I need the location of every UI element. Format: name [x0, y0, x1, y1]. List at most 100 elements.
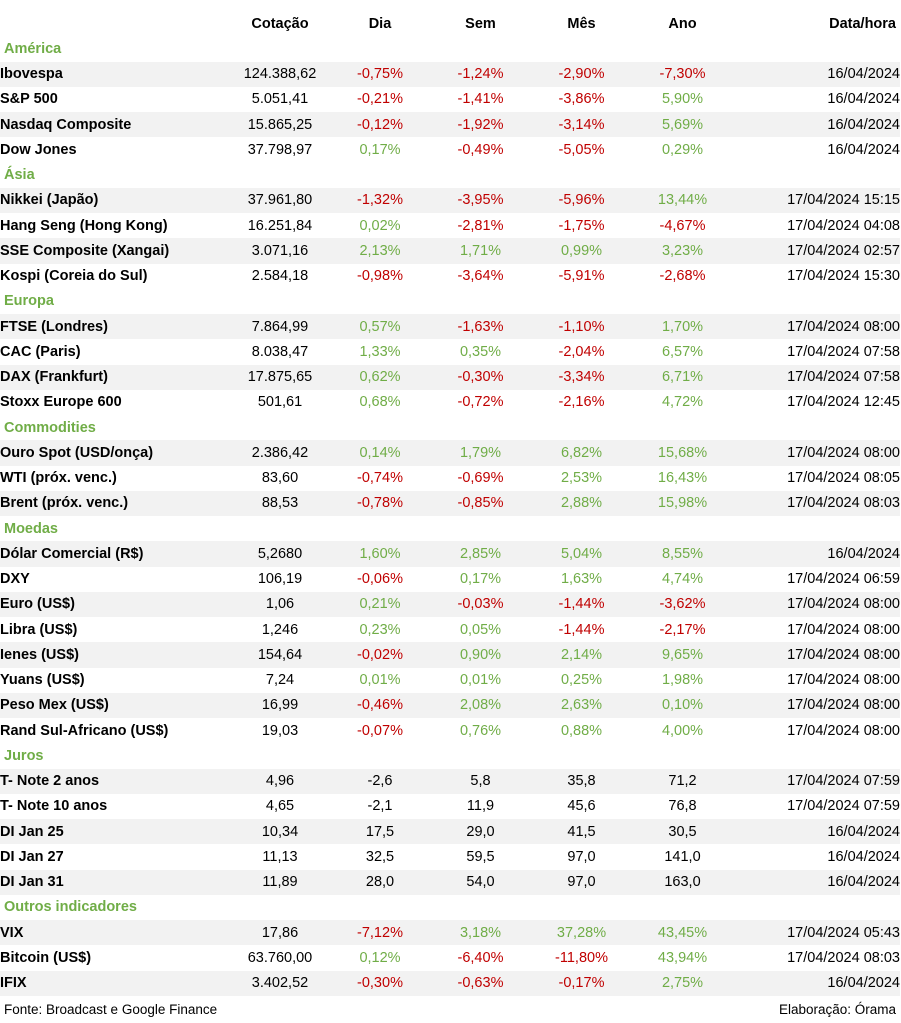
month-change-cell: 2,14% [531, 642, 632, 668]
month-change-cell: -5,05% [558, 141, 605, 158]
row-name: Ibovespa [0, 61, 230, 87]
week-change-cell: 0,01% [459, 672, 502, 689]
day-change-cell: 2,13% [330, 238, 430, 264]
week-change-cell: -0,85% [430, 490, 531, 516]
month-change-cell: -2,90% [531, 61, 632, 87]
year-change-cell: 71,2 [632, 768, 733, 794]
datetime-cell: 17/04/2024 08:00 [733, 440, 900, 466]
row-name: DXY [0, 571, 30, 588]
day-change-cell: -0,30% [330, 970, 430, 996]
month-change-cell: 2,53% [560, 470, 603, 487]
quote-cell: 16,99 [230, 692, 330, 718]
week-change-cell: 0,05% [459, 621, 502, 638]
table-row: Nasdaq Composite 15.865,25 -0,12% -1,92% -3,… [0, 112, 900, 138]
quote-cell: 5,2680 [230, 541, 330, 567]
datetime-cell: 16/04/2024 [827, 141, 900, 158]
table-row: Nikkei (Japão) 37.961,80 -1,32% -3,95% -5,96… [0, 187, 900, 213]
row-name: Dólar Comercial (R$) [0, 541, 230, 567]
year-change-cell: 4,74% [661, 571, 704, 588]
day-change-cell: -0,07% [357, 722, 403, 739]
year-change-cell: 2,75% [632, 970, 733, 996]
day-change-cell: 28,0 [330, 869, 430, 895]
datetime-cell: 16/04/2024 [733, 112, 900, 138]
quote-cell: 124.388,62 [230, 61, 330, 87]
source-note: Fonte: Broadcast e Google Finance [4, 1002, 218, 1017]
row-name: Ienes (US$) [0, 642, 230, 668]
year-change-cell: 6,57% [661, 343, 704, 360]
week-change-cell: 1,79% [430, 440, 531, 466]
week-change-cell: -6,40% [457, 949, 504, 966]
quote-cell: 15.865,25 [230, 112, 330, 138]
quote-cell: 11,89 [230, 869, 330, 895]
week-change-cell: -3,95% [430, 187, 531, 213]
row-name: DI Jan 31 [0, 869, 230, 895]
month-change-cell: 97,0 [531, 869, 632, 895]
day-change-cell: 0,68% [359, 394, 401, 411]
week-change-cell: 54,0 [430, 869, 531, 895]
day-change-cell: 0,23% [359, 621, 401, 638]
row-name: Nikkei (Japão) [0, 187, 230, 213]
row-name: FTSE (Londres) [0, 314, 230, 340]
row-name: SSE Composite (Xangai) [0, 238, 230, 264]
day-change-cell: 0,62% [330, 364, 430, 390]
quote-cell: 11,13 [262, 848, 298, 865]
table-row: DI Jan 31 11,89 28,0 54,0 97,0 163,0 16/04/202… [0, 869, 900, 895]
row-name: DI Jan 27 [0, 848, 64, 865]
month-change-cell: -1,75% [558, 217, 605, 234]
datetime-cell: 17/04/2024 08:00 [787, 672, 900, 689]
day-change-cell: 0,14% [330, 440, 430, 466]
row-name: Kospi (Coreia do Sul) [0, 268, 148, 285]
day-change-cell: -1,32% [330, 187, 430, 213]
row-name: Hang Seng (Hong Kong) [0, 217, 168, 234]
table-row: DAX (Frankfurt) 17.875,65 0,62% -0,30% -3,34… [0, 364, 900, 390]
month-change-cell: 37,28% [531, 920, 632, 946]
week-change-cell: 0,35% [459, 343, 502, 360]
header-name [0, 11, 230, 36]
table-row: Bitcoin (US$) 63.760,00 0,12% -6,40% -11,80%… [0, 945, 900, 970]
quote-cell: 1,246 [261, 621, 299, 638]
month-change-cell: -1,10% [531, 314, 632, 340]
table-row: Euro (US$) 1,06 0,21% -0,03% -1,44% -3,62% 17/… [0, 591, 900, 617]
quote-cell: 83,60 [261, 470, 299, 487]
row-name: Ouro Spot (USD/onça) [0, 440, 230, 466]
table-row: CAC (Paris) 8.038,47 1,33% 0,35% -2,04% 6,57%… [0, 339, 900, 364]
row-name: S&P 500 [0, 91, 58, 108]
row-name: WTI (próx. venc.) [0, 470, 117, 487]
row-name: T- Note 2 anos [0, 768, 230, 794]
month-change-cell: 2,63% [531, 692, 632, 718]
year-change-cell: 6,71% [632, 364, 733, 390]
quote-cell: 10,34 [230, 819, 330, 845]
month-change-cell: 35,8 [531, 768, 632, 794]
day-change-cell: 0,02% [359, 217, 401, 234]
section-title: Commodities [4, 419, 96, 436]
quote-cell: 5.051,41 [251, 91, 309, 108]
section-header-row: Juros [0, 743, 900, 768]
quote-cell: 7.864,99 [230, 314, 330, 340]
month-change-cell: -1,44% [558, 621, 605, 638]
day-change-cell: -0,06% [357, 571, 403, 588]
week-change-cell: -0,03% [430, 591, 531, 617]
year-change-cell: 3,23% [632, 238, 733, 264]
datetime-cell: 17/04/2024 08:00 [733, 692, 900, 718]
year-change-cell: -2,68% [659, 268, 706, 285]
table-row: T- Note 10 anos 4,65 -2,1 11,9 45,6 76,8 17/04… [0, 794, 900, 819]
month-change-cell: -3,34% [531, 364, 632, 390]
quote-cell: 106,19 [257, 571, 303, 588]
table-row: Stoxx Europe 600 501,61 0,68% -0,72% -2,16% 4… [0, 390, 900, 415]
table-row: DI Jan 27 11,13 32,5 59,5 97,0 141,0 16/04/202… [0, 844, 900, 869]
quote-cell: 4,65 [265, 798, 295, 815]
quote-cell: 16.251,84 [247, 217, 313, 234]
quote-cell: 4,96 [230, 768, 330, 794]
datetime-cell: 17/04/2024 08:03 [787, 949, 900, 966]
week-change-cell: 2,85% [430, 541, 531, 567]
year-change-cell: 76,8 [668, 798, 697, 815]
section-title: Outros indicadores [4, 899, 137, 916]
year-change-cell: -2,17% [659, 621, 706, 638]
month-change-cell: 5,04% [531, 541, 632, 567]
datetime-cell: 17/04/2024 08:05 [787, 470, 900, 487]
day-change-cell: -2,1 [367, 798, 393, 815]
week-change-cell: 29,0 [430, 819, 531, 845]
section-title: Moedas [4, 520, 58, 537]
header-datetime: Data/hora [829, 15, 896, 32]
